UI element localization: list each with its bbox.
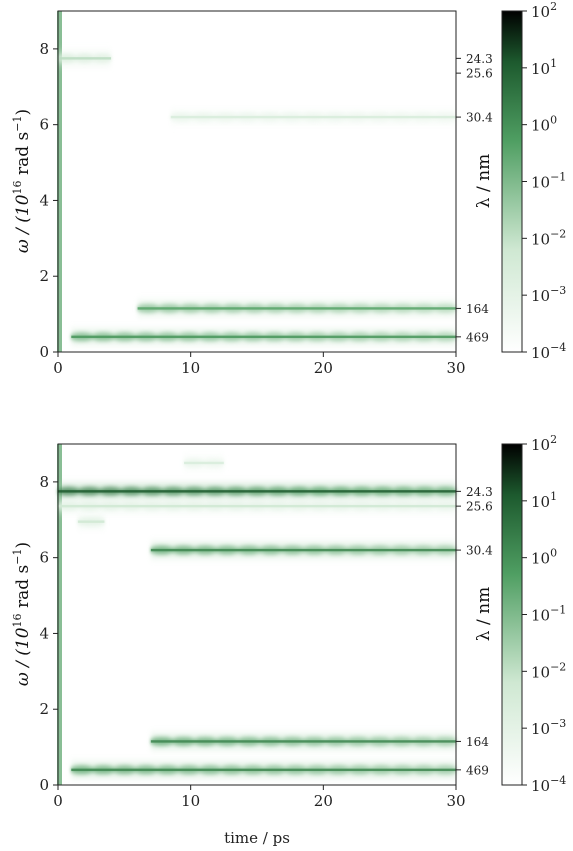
band-core <box>58 57 112 60</box>
colorbar-tick-label: 10−4 <box>531 774 566 795</box>
bottom-right-ticks: 24.325.6 30.4 164 469 <box>456 485 493 777</box>
bottom-x-ticks: 0 10 20 30 <box>53 785 466 810</box>
band-6.2 <box>149 543 458 558</box>
colorbar-tick-label: 10−1 <box>531 171 566 192</box>
right-tick-label: 164 <box>466 735 489 749</box>
right-tick-label: 164 <box>466 302 489 316</box>
bottom-y-ticks: 0 2 4 6 8 <box>39 473 58 794</box>
bottom-plot-frame <box>57 443 457 786</box>
top-heatmap <box>57 11 458 352</box>
right-tick-label: 30.4 <box>466 111 493 125</box>
x-tick-label: 30 <box>446 792 465 810</box>
band-core <box>77 520 105 523</box>
bottom-right-axis-label: λ / nm <box>474 587 494 641</box>
x-tick-label: 20 <box>314 359 333 377</box>
top-x-ticks: 0 10 20 30 <box>53 352 466 377</box>
band-core <box>137 307 456 310</box>
top-right-ticks: 24.325.6 30.4 164 469 <box>456 52 493 344</box>
right-tick-label: 24.3 <box>466 52 493 66</box>
right-tick-label: 25.6 <box>466 67 493 81</box>
x-tick-label: 10 <box>181 792 200 810</box>
band-7.75 <box>57 51 112 66</box>
band-core <box>184 461 224 465</box>
bottom-panel: 0 10 20 30 0 2 4 6 8 24.325.6 30.4 164 469 <box>39 443 493 810</box>
x-tick-label: 30 <box>446 359 465 377</box>
band-core <box>58 504 456 508</box>
colorbar-tick-label: 101 <box>531 490 557 511</box>
x-tick-label: 0 <box>53 792 63 810</box>
band-core <box>150 548 456 552</box>
y-tick-label: 0 <box>39 776 49 794</box>
colorbar-tick-label: 10−4 <box>531 341 566 362</box>
band-1.15 <box>136 301 458 316</box>
right-tick-label: 469 <box>466 763 489 777</box>
band-core <box>150 740 456 743</box>
top-y-axis-label: ω / (1016 rad s−1) <box>11 109 33 253</box>
band-6.2 <box>169 110 458 125</box>
top-panel: 0 10 20 30 0 2 4 6 8 24.325.6 30.4 164 469 <box>39 10 493 377</box>
bottom-colorbar: 10−4 10−3 10−2 10−1 100 101 102 <box>501 433 566 795</box>
y-tick-label: 2 <box>39 267 49 285</box>
initial-pulse <box>57 444 62 785</box>
colorbar-tick-label: 101 <box>531 57 557 78</box>
band-0.4 <box>70 762 458 777</box>
colorbar-tick-label: 102 <box>531 433 557 454</box>
initial-pulse <box>57 11 62 352</box>
band-6.95 <box>76 514 106 529</box>
right-tick-label: 30.4 <box>466 544 493 558</box>
y-tick-label: 6 <box>39 116 49 134</box>
band-core <box>170 115 456 119</box>
x-tick-label: 10 <box>181 359 200 377</box>
y-tick-label: 2 <box>39 700 49 718</box>
top-plot-area <box>58 11 456 352</box>
colorbar-tick-label: 10−1 <box>531 604 566 625</box>
y-tick-label: 8 <box>39 40 49 58</box>
band-1.15 <box>149 734 458 749</box>
bottom-heatmap <box>56 444 458 785</box>
y-tick-label: 4 <box>39 624 49 642</box>
y-tick-label: 0 <box>39 343 49 361</box>
band-0.4 <box>70 329 458 344</box>
band-7.36 <box>56 499 458 514</box>
colorbar-tick-label: 100 <box>531 547 557 568</box>
colorbar-tick-label: 102 <box>531 0 557 21</box>
colorbar-tick-label: 10−2 <box>531 227 566 248</box>
colorbar-tick-label: 10−2 <box>531 660 566 681</box>
top-right-axis-label: λ / nm <box>474 154 494 208</box>
top-colorbar-gradient <box>501 10 523 353</box>
band-core <box>58 490 456 493</box>
right-tick-label: 469 <box>466 330 489 344</box>
right-tick-label: 25.6 <box>466 500 493 514</box>
top-y-ticks: 0 2 4 6 8 <box>39 40 58 361</box>
y-tick-label: 8 <box>39 473 49 491</box>
top-colorbar: 10−4 10−3 10−2 10−1 100 101 102 <box>501 0 566 362</box>
x-tick-label: 20 <box>314 792 333 810</box>
x-axis-label: time / ps <box>224 829 290 847</box>
band-8.5 <box>183 455 225 470</box>
bottom-colorbar-ticks: 10−4 10−3 10−2 10−1 100 101 102 <box>522 433 566 795</box>
right-tick-label: 24.3 <box>466 485 493 499</box>
colorbar-tick-label: 100 <box>531 114 557 135</box>
band-7.75 <box>56 484 458 499</box>
top-plot-frame <box>57 10 457 353</box>
bottom-colorbar-gradient <box>501 443 523 786</box>
band-core <box>71 768 457 772</box>
bottom-y-axis-label: ω / (1016 rad s−1) <box>11 542 33 686</box>
band-core <box>71 335 457 339</box>
colorbar-tick-label: 10−3 <box>531 717 566 738</box>
y-tick-label: 6 <box>39 549 49 567</box>
x-tick-label: 0 <box>53 359 63 377</box>
y-tick-label: 4 <box>39 191 49 209</box>
top-colorbar-ticks: 10−4 10−3 10−2 10−1 100 101 102 <box>522 0 566 362</box>
colorbar-tick-label: 10−3 <box>531 284 566 305</box>
